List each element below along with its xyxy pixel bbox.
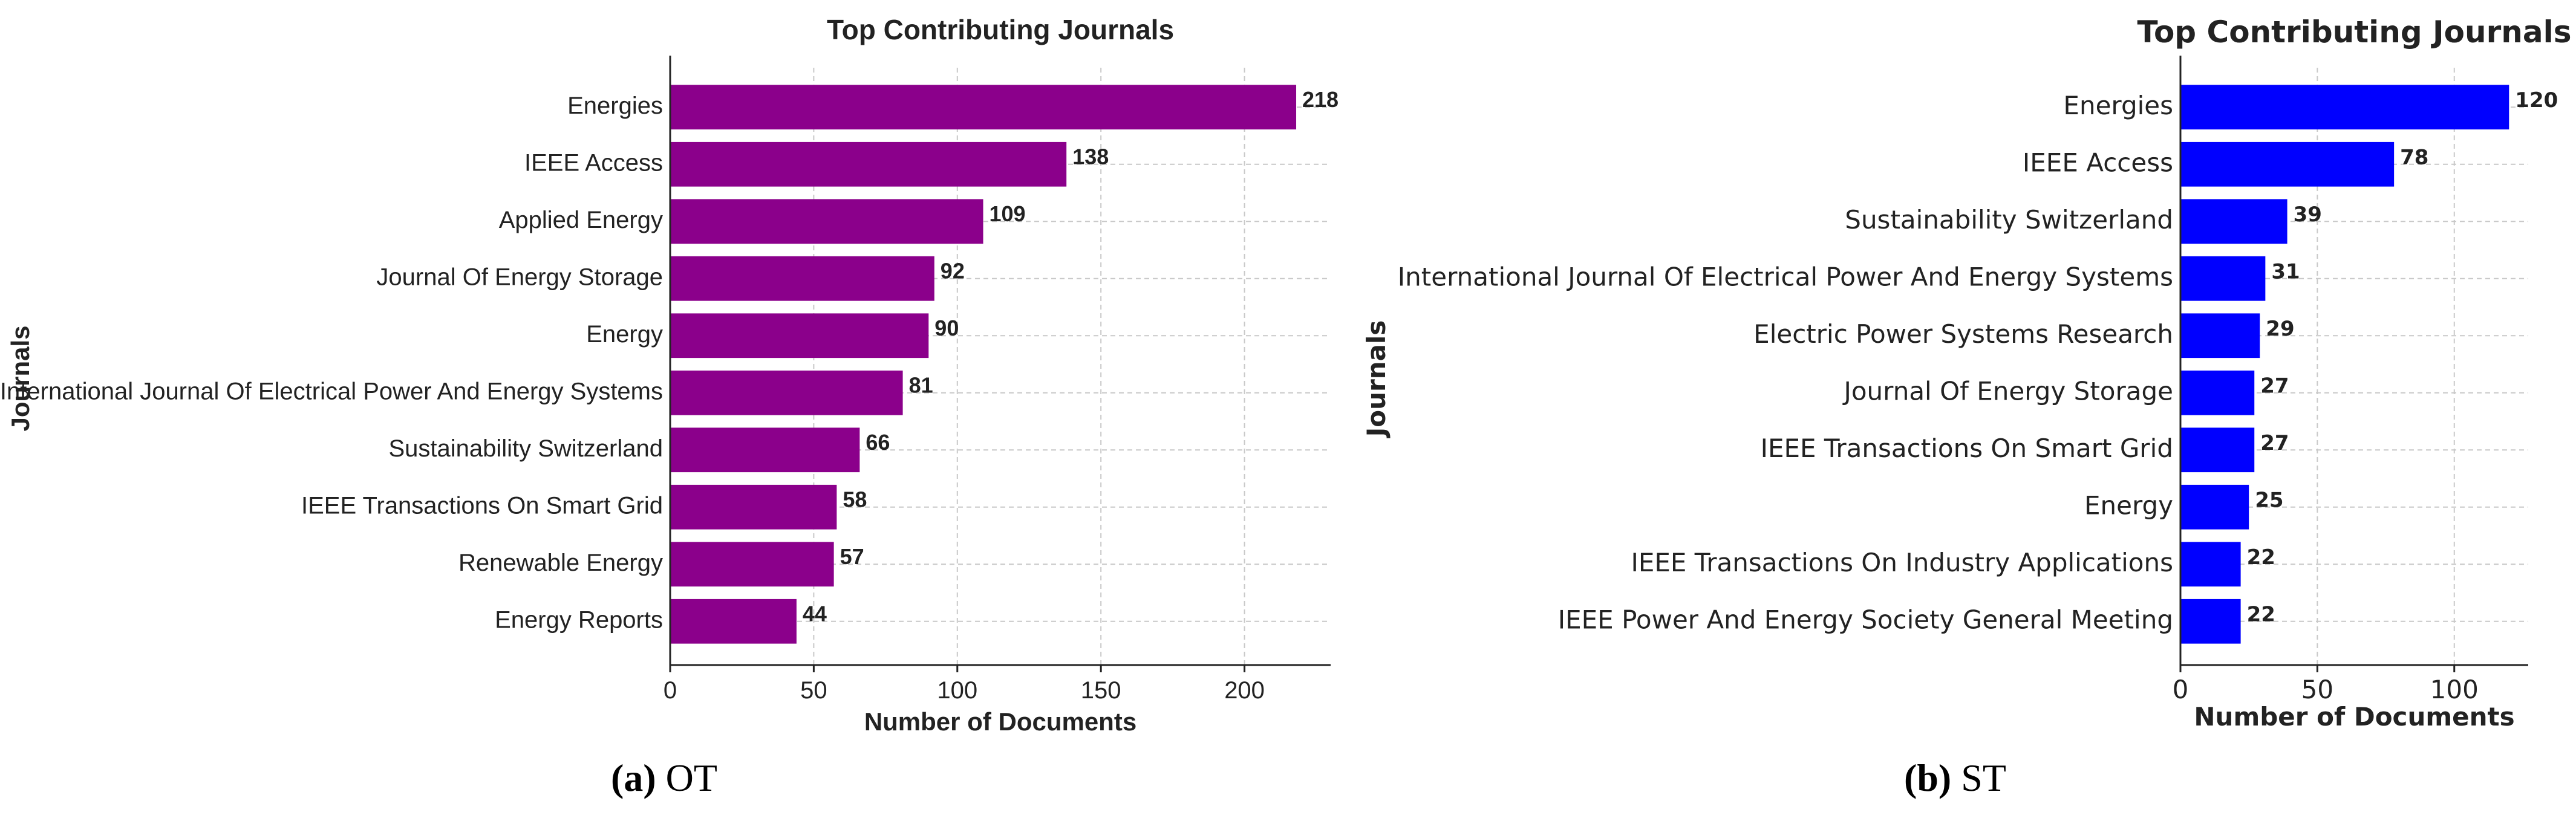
bar <box>670 199 983 244</box>
value-label: 39 <box>2294 203 2322 227</box>
caption-b: (b) ST <box>1904 756 2006 800</box>
category-label: IEEE Access <box>524 149 663 176</box>
category-label: IEEE Transactions On Smart Grid <box>1761 433 2173 463</box>
x-tick-label: 50 <box>2301 675 2333 704</box>
value-label: 58 <box>843 487 867 511</box>
category-label: International Journal Of Electrical Powe… <box>0 378 663 404</box>
chart-a: Energies 218 IEEE Access 138 Applied Energy 1… <box>0 14 1339 736</box>
category-label: IEEE Transactions On Smart Grid <box>301 492 663 519</box>
bar <box>2180 313 2260 359</box>
bar <box>2180 141 2395 187</box>
value-label: 25 <box>2255 488 2283 512</box>
y-axis-title: Journals <box>6 325 34 431</box>
category-label: Journal Of Energy Storage <box>1842 376 2173 406</box>
y-axis-title: Journals <box>1361 320 1391 439</box>
value-label: 218 <box>1302 87 1339 112</box>
value-label: 120 <box>2515 88 2558 112</box>
bar <box>670 141 1067 187</box>
bar <box>670 256 934 301</box>
x-axis-title: Number of Documents <box>864 707 1136 736</box>
category-label: IEEE Transactions On Industry Applicatio… <box>1631 548 2173 577</box>
x-tick-label: 200 <box>1224 677 1265 704</box>
value-label: 81 <box>909 372 933 397</box>
category-label: IEEE Power And Energy Society General Me… <box>1558 605 2173 634</box>
x-axis-title: Number of Documents <box>2194 702 2514 732</box>
value-label: 27 <box>2260 431 2289 455</box>
category-label: Energy Reports <box>495 606 663 633</box>
value-label: 57 <box>840 544 864 569</box>
category-label: IEEE Access <box>2023 148 2173 177</box>
value-label: 90 <box>934 316 959 340</box>
value-label: 66 <box>866 430 890 455</box>
caption-a-text: OT <box>665 756 717 799</box>
category-label: International Journal Of Electrical Powe… <box>1398 262 2173 291</box>
caption-a: (a) OT <box>611 756 717 800</box>
category-label: Energies <box>567 93 663 119</box>
value-label: 31 <box>2271 259 2300 284</box>
bar <box>670 313 929 359</box>
bar <box>670 599 797 644</box>
value-label: 29 <box>2266 317 2294 341</box>
category-label: Energy <box>2084 490 2173 520</box>
bar <box>2180 370 2255 415</box>
value-label: 27 <box>2260 374 2289 398</box>
bar <box>670 542 834 587</box>
category-label: Renewable Energy <box>458 550 663 576</box>
chart-title: Top Contributing Journals <box>827 14 1174 45</box>
bar <box>2180 199 2287 244</box>
bar <box>670 85 1297 130</box>
chart-title: Top Contributing Journals <box>2137 15 2571 50</box>
chart-b: Energies 120 IEEE Access 78 Sustainability S… <box>1361 15 2572 732</box>
x-tick-label: 0 <box>2173 675 2189 704</box>
bar <box>670 427 860 473</box>
x-tick-label: 100 <box>2430 675 2479 704</box>
x-tick-label: 0 <box>664 677 677 704</box>
category-label: Sustainability Switzerland <box>1845 205 2173 235</box>
value-label: 109 <box>990 201 1026 226</box>
bar <box>2180 484 2249 530</box>
category-label: Energies <box>2063 91 2173 120</box>
bar <box>2180 85 2509 130</box>
value-label: 92 <box>941 258 965 283</box>
bar <box>2180 427 2255 473</box>
value-label: 22 <box>2247 545 2275 570</box>
caption-a-letter: (a) <box>611 756 656 799</box>
bar <box>2180 256 2266 301</box>
value-label: 22 <box>2247 602 2275 626</box>
value-label: 44 <box>803 601 827 626</box>
x-tick-label: 100 <box>937 677 977 704</box>
bar <box>2180 599 2241 644</box>
category-label: Sustainability Switzerland <box>388 435 663 462</box>
bar <box>670 370 903 415</box>
bar <box>2180 542 2241 587</box>
category-label: Electric Power Systems Research <box>1753 319 2173 349</box>
category-label: Energy <box>586 321 663 348</box>
x-tick-label: 50 <box>800 677 827 704</box>
bar <box>670 484 837 530</box>
value-label: 138 <box>1072 144 1109 169</box>
caption-b-letter: (b) <box>1904 756 1952 799</box>
category-label: Journal Of Energy Storage <box>376 264 663 290</box>
category-label: Applied Energy <box>499 207 663 233</box>
x-tick-label: 150 <box>1081 677 1121 704</box>
caption-b-text: ST <box>1961 756 2006 799</box>
value-label: 78 <box>2400 145 2428 169</box>
